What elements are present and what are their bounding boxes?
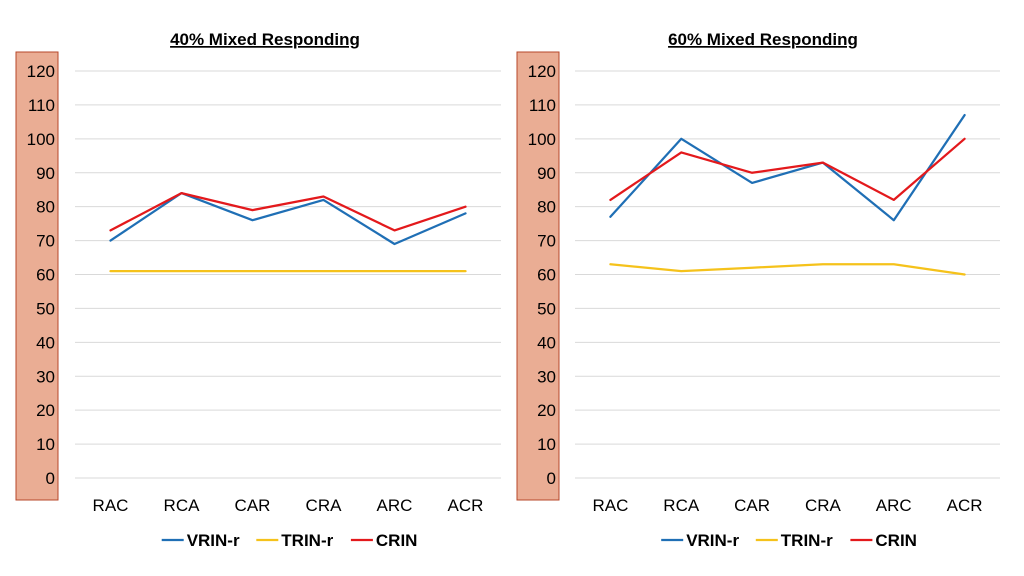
- legend-label: VRIN-r: [686, 531, 739, 550]
- x-tick-label: RAC: [592, 496, 628, 515]
- y-tick-label: 40: [36, 333, 55, 352]
- x-tick-label: CAR: [734, 496, 770, 515]
- legend: VRIN-r TRIN-r CRIN: [661, 531, 917, 550]
- y-tick-label: 80: [36, 198, 55, 217]
- legend-label: TRIN-r: [281, 531, 333, 550]
- y-axis-box: [516, 51, 560, 501]
- x-tick-label: CAR: [235, 496, 271, 515]
- y-tick-label: 120: [27, 62, 55, 81]
- chart-title: 40% Mixed Responding: [170, 30, 360, 49]
- y-tick-label: 70: [36, 232, 55, 251]
- x-tick-label: RCA: [164, 496, 201, 515]
- legend: VRIN-r TRIN-r CRIN: [161, 531, 418, 550]
- x-tick-label: ACR: [947, 496, 983, 515]
- y-tick-label: 0: [46, 469, 55, 488]
- y-tick-label: 100: [528, 130, 556, 149]
- y-tick-label: 20: [36, 401, 55, 420]
- y-axis-box: [15, 51, 59, 501]
- legend-item: CRIN: [850, 531, 917, 550]
- legend-item: VRIN-r: [661, 531, 739, 550]
- x-tick-label: ACR: [448, 496, 484, 515]
- x-tick-label: RCA: [663, 496, 700, 515]
- y-tick-label: 50: [36, 299, 55, 318]
- x-tick-label: CRA: [805, 496, 842, 515]
- chart-panel-1: 40% Mixed Responding 0 10 20 30 40 50 60 70 80 90 1…: [15, 30, 501, 550]
- y-tick-label: 60: [537, 266, 556, 285]
- legend-item: CRIN: [350, 531, 418, 550]
- y-tick-label: 30: [36, 367, 55, 386]
- y-tick-label: 0: [547, 469, 556, 488]
- y-tick-label: 10: [36, 435, 55, 454]
- series-line-vrin-r: [609, 113, 966, 222]
- y-tick-label: 30: [537, 367, 556, 386]
- y-tick-label: 70: [537, 232, 556, 251]
- y-tick-label: 60: [36, 266, 55, 285]
- legend-label: CRIN: [376, 531, 418, 550]
- y-tick-label: 10: [537, 435, 556, 454]
- x-tick-label: ARC: [876, 496, 912, 515]
- legend-item: TRIN-r: [755, 531, 833, 550]
- y-tick-label: 80: [537, 198, 556, 217]
- y-tick-label: 40: [537, 333, 556, 352]
- y-tick-label: 90: [537, 164, 556, 183]
- y-tick-label: 100: [27, 130, 55, 149]
- x-tick-label: ARC: [377, 496, 413, 515]
- y-tick-label: 90: [36, 164, 55, 183]
- legend-label: CRIN: [875, 531, 917, 550]
- legend-item: VRIN-r: [161, 531, 240, 550]
- legend-label: VRIN-r: [187, 531, 240, 550]
- x-tick-label: RAC: [93, 496, 129, 515]
- y-tick-label: 50: [537, 299, 556, 318]
- series-line-vrin-r: [109, 191, 467, 246]
- y-tick-label: 110: [28, 96, 55, 115]
- chart-panel-2: 60% Mixed Responding 0 10 20 30 40 50 60 70 80 90 1…: [516, 30, 1000, 550]
- series-line-crin: [109, 191, 467, 232]
- legend-item: TRIN-r: [256, 531, 334, 550]
- legend-label: TRIN-r: [781, 531, 833, 550]
- y-tick-label: 120: [528, 62, 556, 81]
- y-tick-label: 110: [529, 96, 556, 115]
- series-line-trin-r: [609, 263, 966, 276]
- series-line-crin: [609, 137, 966, 202]
- y-tick-label: 20: [537, 401, 556, 420]
- x-tick-label: CRA: [306, 496, 343, 515]
- chart-title: 60% Mixed Responding: [668, 30, 858, 49]
